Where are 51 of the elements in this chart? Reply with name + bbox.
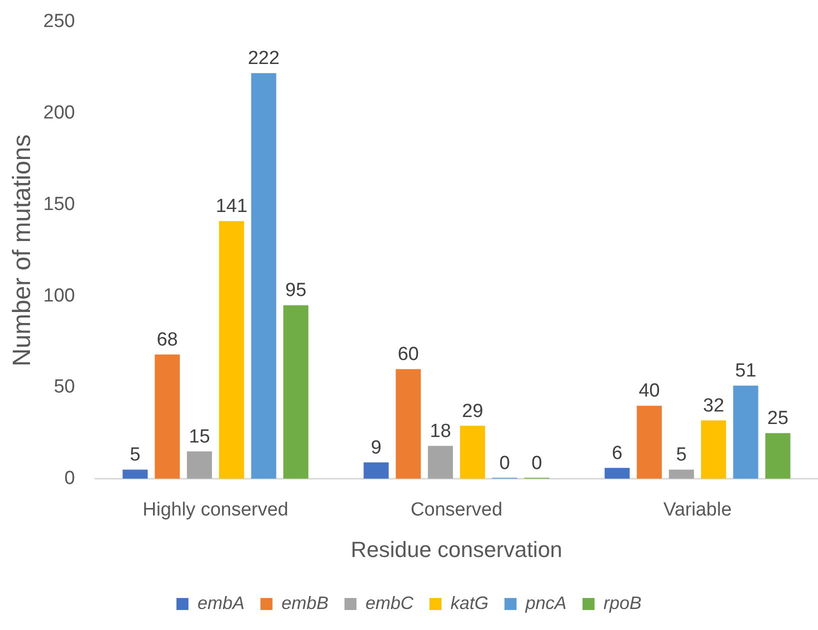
y-tick-label: 0: [64, 468, 75, 490]
bar: [364, 462, 389, 479]
data-label: 5: [676, 444, 687, 466]
legend-label: embA: [197, 593, 244, 613]
bar: [765, 433, 790, 479]
data-label: 29: [462, 400, 484, 422]
bar: [154, 354, 180, 479]
data-label: 25: [767, 408, 788, 430]
y-tick-label: 250: [43, 11, 75, 32]
bar: [428, 446, 453, 479]
bar: [186, 451, 212, 479]
bar: [604, 468, 630, 479]
data-label: 9: [370, 437, 382, 458]
y-tick-label: 100: [43, 285, 75, 306]
y-tick-label: 150: [43, 194, 75, 215]
legend-label: pncA: [524, 593, 567, 613]
x-tick-label: Highly conserved: [142, 499, 288, 520]
data-label: 0: [499, 452, 510, 474]
x-tick-label: Conserved: [410, 499, 502, 520]
data-label: 141: [216, 196, 248, 218]
bar: [668, 470, 694, 479]
data-label: 95: [285, 280, 306, 302]
data-label: 68: [156, 330, 178, 351]
data-label: 5: [130, 444, 140, 466]
data-label: 60: [398, 344, 419, 366]
y-tick-label: 200: [43, 102, 75, 124]
bar: [251, 73, 276, 479]
legend-label: embB: [281, 593, 328, 613]
legend-label: rpoB: [604, 593, 642, 613]
data-label: 222: [248, 48, 280, 70]
legend-label: katG: [450, 593, 489, 613]
data-label: 15: [188, 426, 210, 448]
bar: [701, 420, 726, 479]
data-label: 18: [430, 420, 452, 442]
x-axis-title: Residue conservation: [350, 536, 562, 562]
bar: [219, 221, 244, 479]
y-tick-label: 50: [54, 376, 75, 398]
bar: [283, 305, 308, 479]
y-axis-title: Number of mutations: [8, 134, 36, 366]
bar: [460, 426, 486, 479]
data-label: 0: [532, 452, 542, 474]
data-label: 40: [638, 380, 660, 402]
bar: [396, 369, 421, 479]
data-label: 6: [612, 442, 622, 464]
bar: [636, 406, 662, 479]
x-tick-label: Variable: [663, 499, 732, 520]
data-label: 32: [702, 395, 724, 416]
bar: [122, 470, 148, 479]
bar: [733, 386, 758, 479]
legend-label: embC: [365, 593, 414, 613]
data-label: 51: [735, 360, 756, 382]
